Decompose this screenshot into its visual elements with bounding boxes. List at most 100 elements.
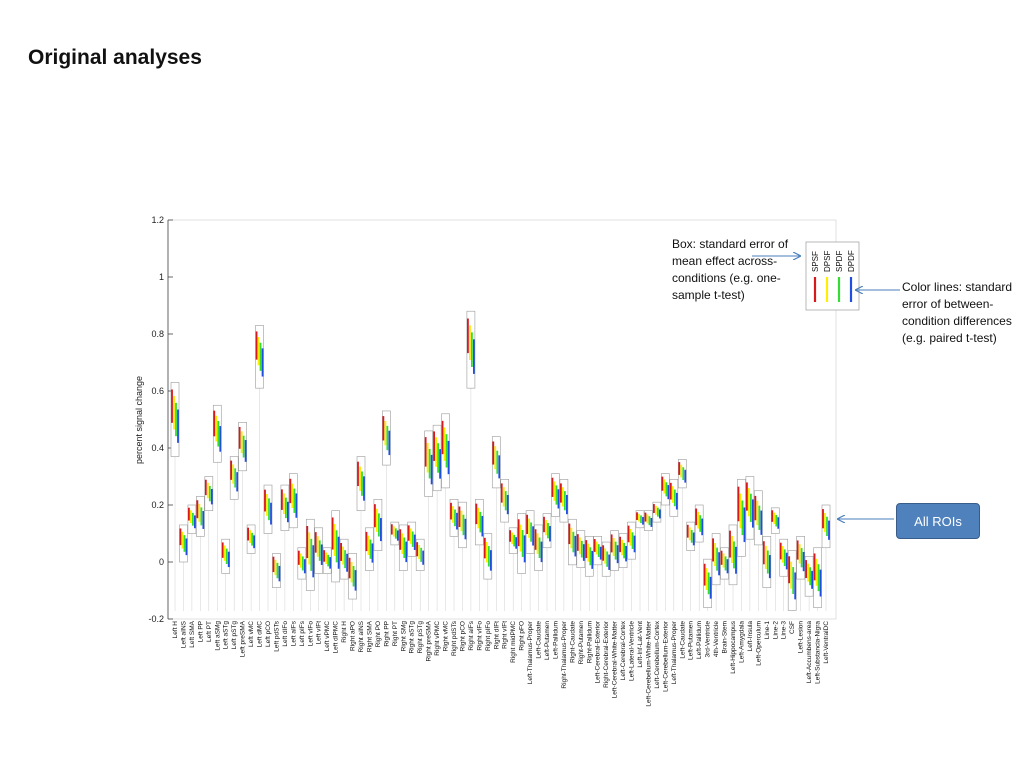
box-se-rect (314, 527, 324, 574)
roi-box (821, 504, 831, 611)
y-tick-label: 0.6 (151, 386, 164, 396)
x-tick-label: Left-Cerebellum-Exterior (662, 620, 669, 692)
box-se-rect (263, 484, 273, 534)
roi-box (534, 524, 543, 611)
roi-box (289, 473, 298, 611)
roi-box (272, 553, 281, 611)
box-se-rect (669, 479, 679, 517)
roi-box (348, 553, 357, 611)
roi-box (644, 510, 653, 611)
box-se-rect (491, 436, 501, 489)
x-tick-label: Left pCO (265, 621, 272, 647)
roi-box (711, 533, 721, 611)
x-tick-label: Right preSMA (426, 620, 433, 661)
box-se-rect (187, 504, 197, 534)
box-se-rect (804, 555, 814, 597)
x-tick-label: Right dIFt (493, 621, 500, 649)
roi-box (407, 521, 417, 611)
box-se-rect (280, 484, 290, 531)
x-tick-label: Left SMA (189, 620, 196, 647)
x-tick-label: Right vMC (443, 621, 450, 652)
roi-box (356, 456, 366, 611)
box-se-rect (238, 422, 247, 472)
x-tick-label: Right PP (383, 621, 390, 647)
x-tick-label: Left-Pallidum (696, 621, 703, 659)
box-se-rect (796, 536, 805, 580)
x-tick-label: Left pIFs (299, 620, 306, 646)
x-tick-label: CSF (789, 621, 796, 634)
box-se-rect (356, 456, 366, 511)
box-se-rect (703, 558, 712, 608)
x-tick-label: Right pCO (459, 621, 466, 651)
roi-box (542, 513, 552, 611)
box-se-rect (365, 527, 374, 571)
x-tick-label: Left-Cerebral-Cortex (620, 620, 627, 680)
box-se-rect (754, 490, 763, 546)
x-tick-label: Left-Amygdala (738, 621, 745, 663)
x-tick-label: Right SMA (366, 620, 373, 652)
roi-box (779, 538, 789, 611)
x-tick-label: Right pSTg (417, 621, 424, 654)
roi-box (331, 510, 340, 611)
box-se-rect (432, 424, 442, 492)
x-tick-label: Right vPMC (434, 621, 441, 656)
box-se-rect (221, 538, 231, 574)
x-tick-label: Right pdSTs (451, 620, 458, 656)
x-tick-label: Left dMC (257, 621, 264, 648)
x-tick-label: Right aPO (350, 621, 357, 651)
roi-box (787, 550, 797, 611)
roi-box (762, 536, 772, 611)
roi-box (627, 521, 636, 611)
x-tick-label: Line-3 (781, 621, 788, 639)
roi-box (314, 527, 324, 611)
y-tick-label: 1.2 (151, 215, 164, 225)
box-se-rect (508, 527, 518, 554)
x-tick-label: Right-Thalamus-Proper (561, 620, 568, 688)
x-tick-label: Left-VentralDC (823, 621, 830, 664)
roi-box (661, 473, 670, 611)
roi-box (813, 547, 822, 611)
box-se-rect (813, 547, 822, 608)
box-se-rect (652, 501, 662, 523)
box-se-rect (229, 456, 239, 500)
box-se-rect (483, 533, 493, 580)
box-se-rect (246, 524, 256, 554)
x-tick-label: Left-Cerebellum-White-Matter (645, 620, 652, 706)
roi-box (246, 524, 256, 611)
x-tick-label: Right PT (392, 621, 399, 646)
box-se-rect (711, 533, 721, 586)
box-se-rect (686, 521, 696, 551)
roi-box (297, 547, 307, 611)
roi-box (263, 484, 273, 611)
box-se-rect (584, 536, 594, 577)
x-tick-label: Left-Pallidum (552, 621, 559, 659)
roi-box (398, 524, 408, 611)
roi-box (221, 538, 231, 611)
x-tick-label: Left H (172, 621, 179, 639)
roi-box (635, 510, 645, 611)
all-rois-button[interactable]: All ROIs (896, 503, 980, 539)
x-tick-labels: Left H Left aINS Left SMA Left PP Left PT Lef… (172, 620, 830, 706)
chart-plot-area (170, 310, 831, 611)
chart-axes: -0.2 0 0.2 0.4 0.6 0.8 1 1.2 (148, 215, 837, 624)
x-tick-label: Left-Lateral-Ventricle (629, 621, 636, 681)
box-se-rect (305, 518, 315, 591)
box-se-rect (551, 473, 560, 517)
roi-box (508, 527, 518, 611)
x-tick-label: Right-Caudate (569, 621, 576, 663)
box-se-rect (398, 524, 408, 571)
x-tick-label: Left-Thalamus-Proper (671, 620, 678, 684)
legend-entry-label: SPDF (835, 251, 844, 272)
x-tick-label: Left-Accumbens-area (806, 621, 813, 684)
roi-box (449, 498, 459, 611)
x-tick-label: Right PO (375, 621, 382, 647)
box-se-rect (255, 325, 264, 389)
box-se-rect (382, 410, 391, 466)
roi-box (475, 498, 484, 611)
x-tick-label: Left-Lesion (798, 621, 805, 654)
roi-box (280, 484, 290, 611)
x-tick-label: Left-Putamen (544, 621, 551, 660)
roi-box (432, 424, 442, 611)
x-tick-label: Left vMC (248, 621, 255, 647)
roi-box (204, 476, 214, 611)
